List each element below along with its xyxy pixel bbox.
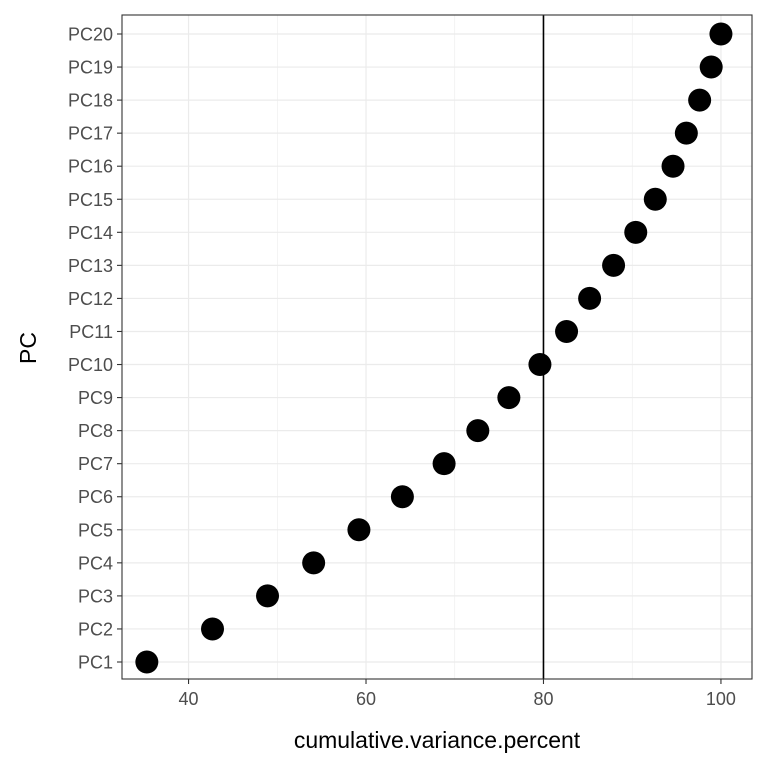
data-point-pc13: [602, 253, 626, 277]
y-tick-label: PC15: [68, 190, 113, 210]
data-point-pc7: [432, 452, 456, 476]
y-tick-label: PC12: [68, 289, 113, 309]
x-tick-label: 60: [356, 689, 376, 709]
data-point-pc10: [528, 353, 552, 377]
y-tick-label: PC17: [68, 124, 113, 144]
y-tick-label: PC19: [68, 58, 113, 78]
x-tick-label: 100: [706, 689, 736, 709]
y-tick-label: PC16: [68, 157, 113, 177]
y-tick-label: PC5: [78, 520, 113, 540]
y-tick-label: PC2: [78, 619, 113, 639]
data-point-pc17: [674, 121, 698, 145]
y-tick-label: PC3: [78, 586, 113, 606]
data-point-pc16: [661, 154, 685, 178]
y-tick-label: PC4: [78, 553, 113, 573]
y-tick-label: PC13: [68, 256, 113, 276]
data-point-pc12: [578, 286, 602, 310]
minor-gridlines: [276, 15, 633, 679]
data-point-pc8: [466, 419, 490, 443]
x-axis-ticks: 40 60 80 100: [179, 679, 736, 709]
y-tick-label: PC6: [78, 487, 113, 507]
x-tick-label: 40: [179, 689, 199, 709]
data-point-pc4: [302, 551, 326, 575]
y-tick-label: PC11: [69, 322, 113, 342]
y-tick-label: PC10: [68, 355, 113, 375]
data-point-pc1: [135, 650, 159, 674]
y-tick-label: PC9: [78, 388, 113, 408]
data-point-pc3: [256, 584, 280, 608]
y-tick-label: PC7: [78, 454, 113, 474]
x-tick-label: 80: [533, 689, 553, 709]
data-point-pc18: [688, 88, 712, 112]
y-tick-label: PC8: [78, 421, 113, 441]
y-axis-title: PC: [15, 332, 41, 364]
x-axis-title: cumulative.variance.percent: [294, 727, 581, 753]
y-tick-label: PC1: [78, 653, 113, 673]
y-tick-label: PC14: [68, 223, 113, 243]
data-point-pc15: [643, 187, 667, 211]
y-tick-label: PC18: [68, 91, 113, 111]
data-point-pc5: [347, 518, 371, 542]
y-tick-label: PC20: [68, 25, 113, 45]
data-point-pc9: [497, 386, 521, 410]
data-point-pc2: [201, 617, 225, 641]
data-points: [135, 22, 733, 674]
data-point-pc14: [624, 220, 648, 244]
data-point-pc6: [390, 485, 414, 509]
data-point-pc20: [709, 22, 733, 46]
y-axis-ticks: PC1 PC2 PC3 PC4 PC5 PC6 PC7 PC8 PC9 PC10 PC11 PC12 P…: [68, 25, 122, 673]
panel-border: [121, 14, 753, 680]
data-point-pc19: [699, 55, 723, 79]
data-point-pc11: [555, 319, 579, 343]
